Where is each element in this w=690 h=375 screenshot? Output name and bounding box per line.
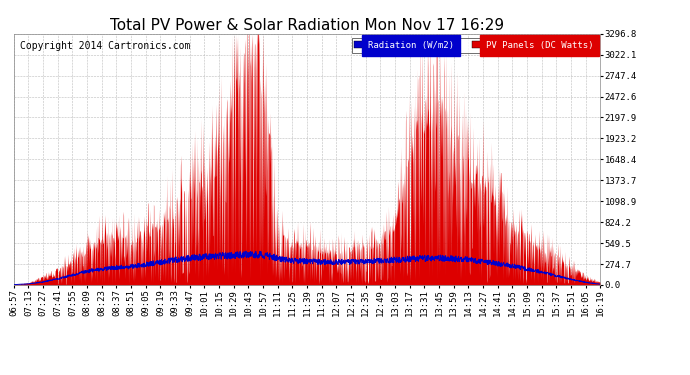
Legend: Radiation (W/m2), PV Panels (DC Watts): Radiation (W/m2), PV Panels (DC Watts) <box>352 38 595 53</box>
Title: Total PV Power & Solar Radiation Mon Nov 17 16:29: Total PV Power & Solar Radiation Mon Nov… <box>110 18 504 33</box>
Text: Copyright 2014 Cartronics.com: Copyright 2014 Cartronics.com <box>19 41 190 51</box>
